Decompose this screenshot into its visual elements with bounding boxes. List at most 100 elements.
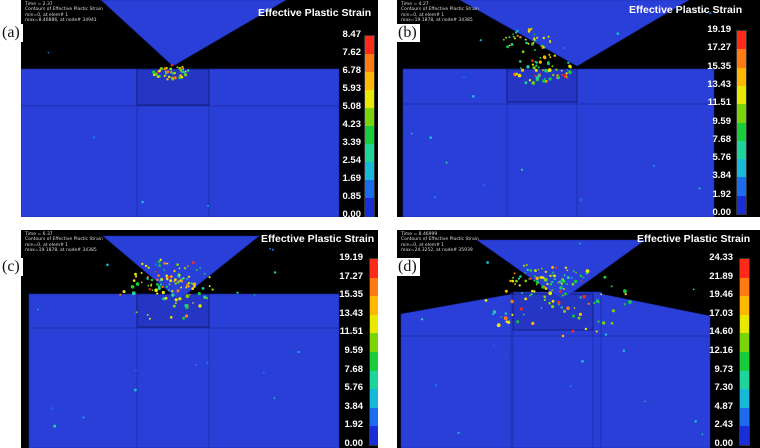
legend-tick-label: 13.43	[339, 307, 363, 319]
color-bar-segment	[365, 36, 374, 55]
particle	[151, 289, 154, 291]
particle	[163, 67, 167, 71]
legend-tick-label: 7.30	[714, 382, 734, 394]
particle	[542, 79, 546, 83]
particle	[551, 305, 555, 309]
particle	[544, 287, 548, 290]
legend-tick-label: 5.93	[342, 83, 362, 94]
panel-d: Time = 8.46999 Contours of Effective Pla…	[397, 230, 760, 448]
particle	[549, 283, 553, 286]
panel-label-b: (b)	[397, 24, 420, 42]
particle	[156, 292, 159, 295]
particle	[159, 279, 162, 282]
legend-tick-label: 5.08	[342, 101, 362, 112]
particle	[492, 344, 495, 346]
particle	[198, 304, 202, 308]
particle	[524, 297, 528, 301]
particle	[521, 50, 525, 54]
particle	[156, 283, 159, 286]
particle	[595, 330, 598, 333]
particle	[178, 267, 181, 270]
particle	[549, 40, 551, 42]
particle	[176, 289, 180, 293]
particle	[159, 67, 163, 71]
max-line: max=8.46886, at node# 34941	[25, 18, 97, 24]
particle	[154, 270, 157, 273]
color-bar-segment	[370, 333, 378, 353]
particle	[168, 289, 170, 292]
particle	[551, 280, 554, 284]
particle	[496, 323, 501, 328]
particle	[579, 198, 583, 202]
legend-tick-label: 0.00	[712, 207, 732, 217]
particle	[167, 275, 171, 279]
particle	[538, 73, 541, 76]
color-bar-segment	[370, 259, 378, 279]
particle	[571, 329, 575, 333]
particle	[585, 272, 589, 275]
particle	[644, 400, 646, 402]
particle	[553, 54, 556, 57]
legend-tick-label: 17.27	[339, 270, 363, 282]
particle	[542, 69, 544, 72]
particle	[503, 316, 508, 321]
particle	[161, 285, 164, 289]
particle	[515, 31, 518, 34]
particle	[183, 71, 186, 74]
particle	[157, 260, 161, 264]
particle	[186, 277, 189, 280]
particle	[150, 278, 154, 282]
legend-title: Effective Plastic Strain	[258, 7, 372, 19]
particle	[533, 290, 536, 293]
color-bar-segment	[740, 333, 749, 353]
color-bar-segment	[737, 140, 746, 160]
particle	[433, 195, 437, 199]
cavity	[136, 293, 210, 328]
particle	[170, 71, 173, 74]
panel-a: Time = 2.37 Contours of Effective Plasti…	[21, 0, 378, 217]
particle	[566, 269, 569, 272]
legend-tick-label: 24.33	[709, 252, 733, 263]
particle	[565, 72, 568, 75]
particle	[482, 184, 485, 187]
particle	[519, 275, 522, 278]
particle	[577, 316, 581, 320]
legend-title: Effective Plastic Strain	[629, 4, 743, 16]
particle	[506, 320, 511, 324]
particle	[462, 76, 466, 79]
particle	[269, 247, 271, 250]
particle	[189, 293, 191, 296]
particle	[552, 73, 555, 77]
cavity	[136, 68, 210, 106]
particle	[184, 304, 188, 307]
particle	[575, 271, 577, 274]
particle	[502, 38, 505, 41]
particle	[520, 68, 525, 72]
particle	[524, 81, 528, 85]
particle	[170, 275, 173, 278]
legend-tick-label: 7.62	[342, 47, 362, 58]
time-readout: Time = 6.37	[25, 232, 53, 237]
particle	[519, 307, 523, 311]
particle	[579, 296, 582, 299]
particle	[519, 60, 522, 63]
panel-label-a: (a)	[1, 24, 23, 42]
color-bar-segment	[737, 195, 746, 215]
particle	[526, 65, 530, 69]
particle	[561, 294, 564, 297]
particle	[165, 274, 168, 278]
max-line: max=19.1878, at node# 34385	[25, 248, 97, 254]
particle	[527, 42, 530, 45]
simulation-scene-c	[28, 235, 340, 448]
particle	[537, 268, 540, 271]
particle	[522, 264, 526, 267]
particle	[548, 291, 553, 296]
particle	[492, 313, 495, 316]
particle	[702, 10, 705, 13]
panel-c-header: Time = 6.37 Contours of Effective Plasti…	[25, 232, 103, 254]
particle	[135, 282, 140, 286]
particle	[533, 33, 536, 36]
panel-c: Time = 6.37 Contours of Effective Plasti…	[21, 230, 378, 448]
particle	[521, 292, 523, 295]
particle	[551, 65, 554, 68]
